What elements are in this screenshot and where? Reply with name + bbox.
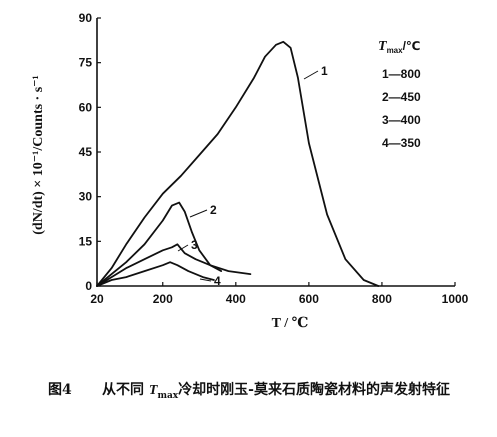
caption-text-after: 冷却时刚玉-莫来石质陶瓷材料的声发射特征: [178, 382, 450, 398]
y-tick-label: 90: [79, 11, 93, 25]
curve-label-leader: [177, 244, 189, 252]
series-line-3: [96, 243, 252, 287]
series-line-2: [96, 201, 223, 287]
legend-entry: 4—350: [382, 136, 421, 150]
legend: Tmax/℃ 1—800 2—450 3—400 4—350: [378, 39, 421, 150]
y-tick-label: 45: [79, 145, 93, 159]
curve-label-2: 2: [210, 203, 217, 217]
series-line-1: [96, 40, 380, 287]
y-axis-label: (dN/dt) × 10⁻¹/Counts · s⁻¹: [31, 75, 46, 235]
x-tick-label: 20: [90, 292, 104, 306]
x-tick-label: 800: [372, 292, 392, 306]
y-tick-label: 30: [79, 190, 93, 204]
tick-labels: 20 200 400 600 800 1000 0 15 30 45 60 75 90: [79, 11, 469, 306]
series-group: [96, 40, 380, 287]
curve-label-leader: [303, 70, 319, 80]
legend-title: Tmax/℃: [378, 39, 420, 55]
caption-tmax: T: [148, 383, 158, 398]
x-tick-label: 400: [226, 292, 246, 306]
x-tick-label: 200: [153, 292, 173, 306]
y-tick-label: 15: [79, 234, 93, 248]
legend-entry: 2—450: [382, 90, 421, 104]
curve-label-4: 4: [214, 274, 221, 288]
x-tick-label: 600: [299, 292, 319, 306]
legend-entry: 3—400: [382, 113, 421, 127]
curve-label-3: 3: [191, 238, 198, 252]
legend-entry: 1—800: [382, 67, 421, 81]
curve-label-1: 1: [321, 64, 328, 78]
curve-labels: 1 2 3 4: [177, 64, 328, 288]
curve-label-leader: [189, 209, 208, 218]
figure-caption: 图4 从不同 Tmax冷却时刚玉-莫来石质陶瓷材料的声发射特征: [48, 375, 468, 411]
series-line-4: [96, 261, 215, 287]
figure-number: 图4: [48, 382, 72, 398]
caption-text-before: 从不同: [102, 382, 144, 398]
x-axis-label: T / ℃: [272, 316, 309, 331]
y-tick-label: 0: [85, 279, 92, 293]
svg-text:(dN/dt) × 10⁻¹/Counts · s⁻¹: (dN/dt) × 10⁻¹/Counts · s⁻¹: [31, 75, 46, 235]
y-tick-label: 75: [79, 56, 93, 70]
y-tick-label: 60: [79, 100, 93, 114]
curve-label-leader: [199, 278, 212, 282]
caption-tmax-sub: max: [157, 390, 179, 401]
x-tick-label: 1000: [442, 292, 469, 306]
acoustic-emission-chart: 20 200 400 600 800 1000 0 15 30 45 60 75 90 T / ℃ (d…: [31, 11, 469, 331]
axes: [96, 17, 456, 287]
